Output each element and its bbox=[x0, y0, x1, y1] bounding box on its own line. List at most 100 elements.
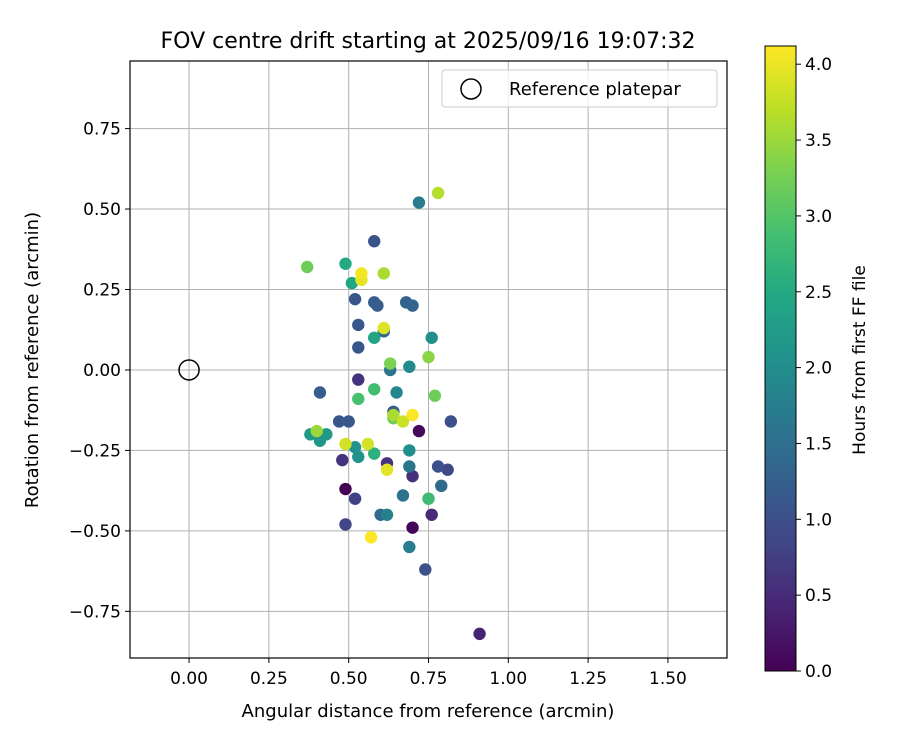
colorbar-gradient bbox=[764, 45, 797, 672]
data-point bbox=[348, 492, 362, 505]
data-point bbox=[412, 424, 426, 438]
data-point bbox=[425, 331, 438, 344]
colorbar-tick-label: 3.0 bbox=[805, 207, 832, 227]
data-point bbox=[345, 276, 359, 290]
data-point bbox=[412, 196, 426, 209]
data-point bbox=[348, 292, 362, 306]
data-point bbox=[332, 415, 346, 428]
data-point bbox=[377, 321, 391, 335]
y-tick-label: −0.25 bbox=[69, 441, 121, 461]
data-point bbox=[339, 482, 352, 496]
x-tick-label: 1.00 bbox=[489, 669, 527, 689]
data-point bbox=[352, 392, 365, 406]
data-point bbox=[425, 508, 438, 521]
colorbar-tick-label: 3.5 bbox=[805, 131, 832, 151]
colorbar-ticks: 0.0 0.5 1.0 1.5 2.0 2.5 3.0 3.5 4.0 bbox=[796, 55, 832, 682]
x-tick-label: 1.25 bbox=[569, 669, 607, 689]
data-point bbox=[441, 463, 454, 476]
data-point bbox=[473, 627, 486, 641]
legend-entry-reference: Reference platepar bbox=[509, 79, 681, 100]
data-point bbox=[348, 440, 362, 454]
x-axis-ticks: 0.00 0.25 0.50 0.75 1.00 1.25 1.50 bbox=[170, 658, 687, 689]
data-point bbox=[444, 415, 458, 428]
data-point bbox=[310, 424, 323, 438]
data-point bbox=[396, 415, 410, 428]
data-point bbox=[380, 508, 394, 521]
colorbar-tick-label: 4.0 bbox=[805, 55, 832, 75]
grid bbox=[130, 61, 727, 658]
data-point bbox=[364, 531, 378, 544]
data-point bbox=[428, 389, 442, 402]
colorbar-label: Hours from first FF file bbox=[850, 265, 870, 455]
scatter-points bbox=[178, 186, 486, 641]
data-point bbox=[383, 357, 397, 370]
data-point bbox=[339, 257, 352, 270]
colorbar-tick-label: 1.5 bbox=[805, 434, 832, 454]
data-point bbox=[431, 186, 445, 200]
data-point bbox=[390, 386, 403, 399]
data-point bbox=[435, 479, 448, 493]
data-point bbox=[406, 408, 419, 422]
x-axis-label: Angular distance from reference (arcmin) bbox=[242, 701, 615, 722]
colorbar-tick-label: 2.5 bbox=[805, 283, 832, 303]
data-point bbox=[431, 460, 445, 473]
data-point bbox=[352, 341, 365, 354]
data-point bbox=[361, 437, 375, 451]
chart-title: FOV centre drift starting at 2025/09/16 … bbox=[161, 29, 696, 54]
data-point bbox=[403, 460, 416, 473]
legend-box bbox=[441, 69, 718, 108]
data-point bbox=[396, 489, 410, 502]
data-point bbox=[403, 444, 416, 457]
x-tick-label: 0.00 bbox=[170, 669, 208, 689]
data-point bbox=[352, 373, 365, 386]
data-point bbox=[339, 437, 352, 451]
data-point bbox=[320, 428, 333, 441]
y-tick-label: 0.25 bbox=[83, 281, 121, 301]
legend-marker-circle bbox=[460, 78, 482, 100]
colorbar-tick-label: 0.0 bbox=[805, 662, 832, 682]
data-point bbox=[406, 521, 419, 534]
data-point bbox=[352, 450, 365, 464]
colorbar-tick-label: 0.5 bbox=[805, 586, 832, 606]
data-point bbox=[339, 518, 352, 531]
data-point bbox=[387, 408, 400, 422]
data-point bbox=[406, 299, 419, 312]
y-tick-label: −0.50 bbox=[69, 522, 121, 542]
x-tick-label: 1.50 bbox=[649, 669, 687, 689]
data-point bbox=[377, 267, 391, 280]
data-point bbox=[406, 469, 419, 483]
data-point bbox=[368, 447, 381, 460]
data-point bbox=[403, 360, 416, 373]
data-point bbox=[422, 350, 435, 364]
y-axis-label: Rotation from reference (arcmin) bbox=[22, 212, 43, 508]
colorbar: 0.0 0.5 1.0 1.5 2.0 2.5 3.0 3.5 4.0 Hours from f… bbox=[764, 45, 870, 682]
data-point bbox=[380, 463, 394, 476]
legend: Reference platepar bbox=[441, 69, 718, 108]
data-point bbox=[368, 331, 381, 344]
data-point bbox=[419, 563, 432, 576]
reference-platepar-marker bbox=[178, 359, 200, 381]
y-axis-ticks: −0.75 −0.50 −0.25 0.00 0.25 0.50 0.75 bbox=[69, 120, 130, 622]
data-point bbox=[368, 383, 381, 396]
data-point bbox=[422, 492, 435, 505]
y-tick-label: 0.50 bbox=[83, 200, 121, 220]
x-tick-label: 0.25 bbox=[250, 669, 288, 689]
y-tick-label: −0.75 bbox=[69, 602, 121, 622]
colorbar-tick-label: 2.0 bbox=[805, 359, 832, 379]
data-point bbox=[403, 540, 416, 554]
y-tick-label: 0.75 bbox=[83, 120, 121, 140]
data-point bbox=[368, 235, 381, 248]
y-tick-label: 0.00 bbox=[83, 361, 121, 381]
x-tick-label: 0.50 bbox=[330, 669, 368, 689]
colorbar-tick-label: 1.0 bbox=[805, 510, 832, 530]
data-point bbox=[313, 386, 327, 399]
data-point bbox=[300, 260, 314, 274]
x-tick-label: 0.75 bbox=[410, 669, 448, 689]
data-point bbox=[368, 296, 381, 309]
data-point bbox=[342, 415, 355, 428]
data-point bbox=[355, 267, 368, 280]
data-point bbox=[352, 318, 365, 332]
data-point bbox=[336, 453, 349, 467]
